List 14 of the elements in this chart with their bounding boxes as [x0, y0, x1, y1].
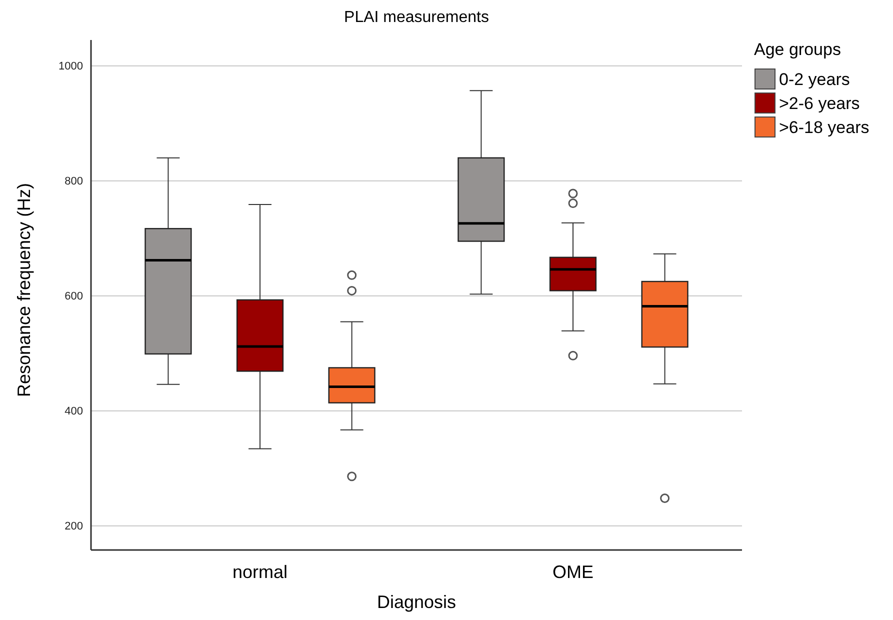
y-tick-label: 200 — [64, 520, 83, 533]
y-axis-title: Resonance frequency (Hz) — [14, 182, 34, 398]
y-tick-label: 400 — [64, 406, 83, 418]
y-tick-label: 1000 — [58, 60, 83, 73]
legend-label: >6-18 years — [779, 118, 870, 137]
legend-title: Age groups — [754, 40, 841, 59]
chart-title: PLAI measurements — [344, 9, 489, 26]
x-tick-label: normal — [232, 562, 288, 582]
x-tick-label: OME — [552, 562, 594, 582]
legend-label: >2-6 years — [779, 94, 860, 113]
legend-label: 0-2 years — [779, 70, 850, 89]
y-tick-label: 600 — [64, 290, 83, 303]
y-tick-label: 800 — [64, 176, 83, 188]
x-axis-title: Diagnosis — [376, 592, 456, 612]
